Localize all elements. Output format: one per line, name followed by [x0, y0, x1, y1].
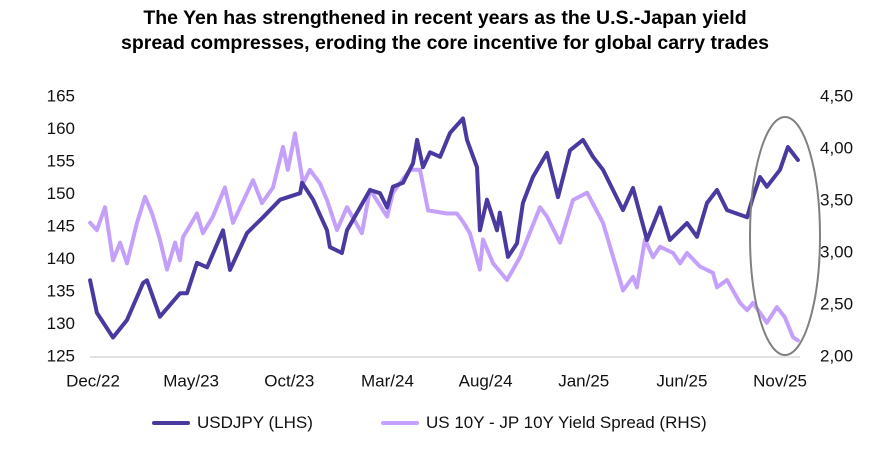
series-line-usdjpy [88, 116, 800, 340]
series-line-yield-spread [88, 131, 800, 343]
x-tick-label: Oct/23 [264, 371, 314, 390]
series-lines [88, 116, 800, 343]
chart-title: The Yen has strengthened in recent years… [0, 6, 890, 56]
legend-item-usdjpy: USDJPY (LHS) [152, 413, 313, 433]
left-axis-ticks: 125 130 135 140 145 150 155 160 165 [47, 86, 75, 365]
chart-title-line-2: spread compresses, eroding the core ince… [120, 32, 770, 54]
legend-swatch-usdjpy [152, 421, 190, 425]
right-tick-label: 3,00 [820, 242, 853, 261]
left-tick-label: 165 [47, 86, 75, 105]
right-axis-ticks: 2,00 2,50 3,00 3,50 4,00 4,50 [820, 86, 853, 365]
left-tick-label: 150 [47, 184, 75, 203]
left-tick-label: 140 [47, 249, 75, 268]
right-tick-label: 2,00 [820, 346, 853, 365]
legend-item-yield-spread: US 10Y - JP 10Y Yield Spread (RHS) [381, 413, 707, 433]
highlight-ellipse [749, 116, 821, 356]
x-tick-label: Mar/24 [361, 371, 414, 390]
x-axis-ticks: Dec/22 May/23 Oct/23 Mar/24 Aug/24 Jan/25 Jun/… [66, 371, 807, 390]
left-tick-label: 130 [47, 314, 75, 333]
x-tick-label: Nov/25 [753, 371, 807, 390]
right-tick-label: 4,00 [820, 138, 853, 157]
x-tick-label: May/23 [163, 371, 219, 390]
right-tick-label: 2,50 [820, 294, 853, 313]
legend-swatch-yield-spread [381, 421, 419, 425]
x-tick-label: Aug/24 [459, 371, 513, 390]
right-tick-label: 4,50 [820, 86, 853, 105]
left-tick-label: 155 [47, 151, 75, 170]
x-tick-label: Dec/22 [66, 371, 120, 390]
legend-label-yield-spread: US 10Y - JP 10Y Yield Spread (RHS) [426, 413, 707, 432]
legend-label-usdjpy: USDJPY (LHS) [197, 413, 313, 432]
left-tick-label: 160 [47, 119, 75, 138]
left-tick-label: 145 [47, 216, 75, 235]
left-tick-label: 125 [47, 346, 75, 365]
right-tick-label: 3,50 [820, 190, 853, 209]
x-tick-label: Jan/25 [558, 371, 609, 390]
left-tick-label: 135 [47, 281, 75, 300]
chart-title-line-1: The Yen has strengthened in recent years… [143, 7, 747, 29]
x-tick-label: Jun/25 [656, 371, 707, 390]
